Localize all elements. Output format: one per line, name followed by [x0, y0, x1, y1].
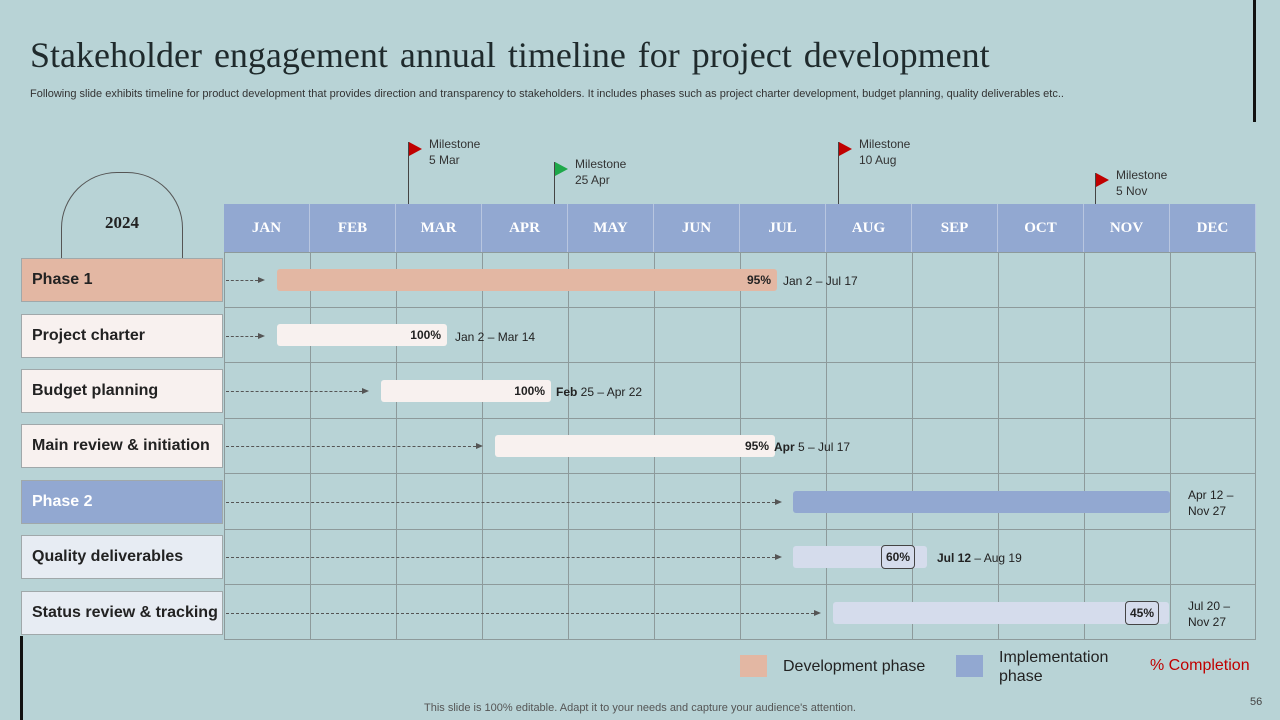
- task-date-quality-deliverables: Jul 12 – Aug 19: [937, 551, 1022, 565]
- row-label-main-review: Main review & initiation: [21, 424, 223, 468]
- month-header-oct: OCT: [998, 204, 1084, 252]
- year-label: 2024: [105, 213, 139, 232]
- page-subtitle: Following slide exhibits timeline for pr…: [30, 88, 1064, 100]
- year-tab: 2024: [61, 172, 183, 258]
- completion-label: 100%: [410, 328, 441, 342]
- completion-label: 95%: [746, 273, 771, 287]
- month-header-jun: JUN: [654, 204, 740, 252]
- footer-note: This slide is 100% editable. Adapt it to…: [424, 702, 856, 714]
- legend-swatch-development: [740, 655, 767, 677]
- task-date-phase-1: Jan 2 – Jul 17: [783, 274, 858, 288]
- milestone-date: 5 Nov: [1116, 184, 1148, 198]
- row-label-budget-planning: Budget planning: [21, 369, 223, 413]
- row-connector-arrow: [226, 443, 483, 449]
- task-date-project-charter: Jan 2 – Mar 14: [455, 330, 536, 344]
- red-flag-icon: [1096, 173, 1109, 187]
- month-header-nov: NOV: [1084, 204, 1170, 252]
- month-header-jul: JUL: [740, 204, 826, 252]
- task-bar-project-charter: 100%: [277, 324, 447, 346]
- month-header-jan: JAN: [224, 204, 310, 252]
- task-date-main-review: Apr 5 – Jul 17: [774, 440, 851, 454]
- legend-swatch-implementation: [956, 655, 983, 677]
- row-label-quality-deliverables: Quality deliverables: [21, 535, 223, 579]
- decorative-vertical-line-left: [20, 636, 23, 720]
- milestone-label: Milestone: [429, 137, 481, 151]
- month-header-may: MAY: [568, 204, 654, 252]
- row-connector-arrow: [226, 388, 369, 394]
- month-header-sep: SEP: [912, 204, 998, 252]
- row-label-phase-2: Phase 2: [21, 480, 223, 524]
- task-bar-budget-planning: 100%: [381, 380, 551, 402]
- row-connector-arrow: [226, 499, 782, 505]
- legend-label-implementation: Implementation phase: [999, 649, 1109, 685]
- decorative-vertical-line: [1253, 0, 1256, 122]
- month-header-apr: APR: [482, 204, 568, 252]
- row-label-project-charter: Project charter: [21, 314, 223, 358]
- row-connector-arrow: [226, 610, 821, 616]
- green-flag-icon: [555, 162, 568, 176]
- page-title: Stakeholder engagement annual timeline f…: [30, 35, 990, 75]
- month-header-feb: FEB: [310, 204, 396, 252]
- month-header-dec: DEC: [1170, 204, 1256, 252]
- completion-label: 100%: [514, 384, 545, 398]
- milestone-label: Milestone: [859, 137, 911, 151]
- milestone-date: 10 Aug: [859, 153, 897, 167]
- red-flag-icon: [839, 142, 852, 156]
- task-date-phase-2: Apr 12 – Nov 27: [1188, 488, 1234, 518]
- row-label-phase-1: Phase 1: [21, 258, 223, 302]
- completion-label: 95%: [744, 439, 769, 453]
- row-connector-arrow: [226, 333, 265, 339]
- month-header-aug: AUG: [826, 204, 912, 252]
- task-date-status-review: Jul 20 – Nov 27: [1188, 599, 1231, 629]
- red-flag-icon: [409, 142, 422, 156]
- milestone-label: Milestone: [1116, 168, 1168, 182]
- legend-label-completion: % Completion: [1150, 657, 1250, 674]
- completion-badge: 60%: [881, 545, 915, 569]
- milestone-date: 5 Mar: [429, 153, 460, 167]
- task-bar-phase-1: 95%: [277, 269, 777, 291]
- task-bar-status-review: [833, 602, 1169, 624]
- page-number: 56: [1250, 696, 1263, 708]
- legend-label-development: Development phase: [783, 658, 926, 675]
- milestone-label: Milestone: [575, 157, 627, 171]
- row-label-status-review: Status review & tracking: [21, 591, 223, 635]
- month-header-mar: MAR: [396, 204, 482, 252]
- task-bar-main-review: 95%: [495, 435, 775, 457]
- milestone-date: 25 Apr: [575, 173, 610, 187]
- task-bar-phase-2: [793, 491, 1170, 513]
- task-date-budget-planning: Feb 25 – Apr 22: [556, 385, 643, 399]
- row-connector-arrow: [226, 554, 782, 560]
- row-connector-arrow: [226, 277, 265, 283]
- completion-badge: 45%: [1125, 601, 1159, 625]
